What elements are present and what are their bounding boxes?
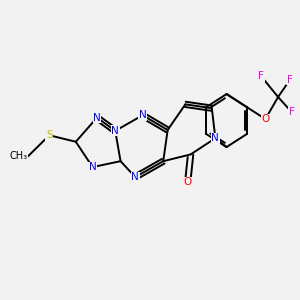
Text: O: O	[184, 177, 192, 188]
Text: N: N	[93, 112, 101, 123]
Text: N: N	[139, 110, 146, 120]
Text: N: N	[131, 172, 139, 182]
Text: O: O	[261, 114, 269, 124]
Text: F: F	[258, 71, 264, 81]
Text: CH₃: CH₃	[10, 152, 28, 161]
Text: N: N	[111, 126, 119, 136]
Text: N: N	[89, 162, 97, 172]
Text: F: F	[289, 107, 295, 117]
Text: F: F	[287, 75, 293, 85]
Text: S: S	[46, 130, 52, 140]
Text: N: N	[212, 133, 219, 143]
